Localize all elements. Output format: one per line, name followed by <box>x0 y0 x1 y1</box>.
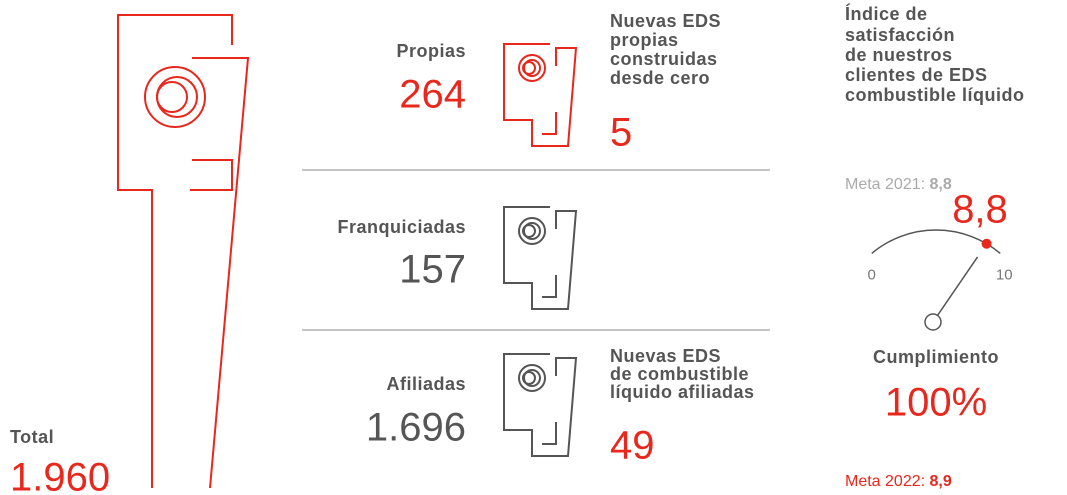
title-line: satisfacción <box>845 25 955 45</box>
total-label: Total <box>10 427 54 447</box>
note-line: propias <box>610 30 679 50</box>
gauge-max-label: 10 <box>996 266 1013 283</box>
meta-2022: Meta 2022: 8,9 <box>845 473 952 490</box>
afiliadas-value: 1.696 <box>366 406 466 450</box>
gauge-marker <box>981 238 992 249</box>
gauge-arc <box>871 229 1001 254</box>
station-icon-large <box>117 14 250 489</box>
station-icon <box>503 206 577 310</box>
title-line: combustible líquido <box>845 85 1025 105</box>
note-line: Nuevas EDS <box>610 11 721 31</box>
note-line: desde cero <box>610 68 710 88</box>
meta-value: 8,8 <box>930 176 952 193</box>
gauge: 0 10 <box>868 229 1013 331</box>
meta-label: Meta 2022: <box>845 473 925 490</box>
compliance-value: 100% <box>885 381 987 425</box>
note-value: 49 <box>610 424 655 468</box>
meta-label: Meta 2021: <box>845 176 925 193</box>
station-icon <box>503 353 577 457</box>
compliance-label: Cumplimiento <box>873 347 999 367</box>
afiliadas-label: Afiliadas <box>386 374 466 394</box>
franquiciadas-value: 157 <box>399 248 466 292</box>
station-icon <box>503 43 577 147</box>
total-value: 1.960 <box>10 456 110 495</box>
meta-2021: Meta 2021: 8,8 <box>845 176 952 193</box>
note-line: de combustible <box>610 364 749 384</box>
propias-value: 264 <box>399 73 466 117</box>
franquiciadas-label: Franquiciadas <box>337 217 466 237</box>
note-value: 5 <box>610 111 632 155</box>
gauge-needle <box>936 256 979 316</box>
title-line: Índice de <box>845 3 928 24</box>
title-line: de nuestros <box>845 45 953 65</box>
meta-value: 8,9 <box>930 473 952 490</box>
note-line: Nuevas EDS <box>610 346 721 366</box>
gauge-value: 8,8 <box>952 188 1008 232</box>
gauge-pivot <box>924 313 942 331</box>
propias-label: Propias <box>396 41 466 61</box>
note-line: líquido afiliadas <box>610 382 755 402</box>
gauge-min-label: 0 <box>868 266 876 283</box>
title-line: clientes de EDS <box>845 65 988 85</box>
note-line: construidas <box>610 49 718 69</box>
